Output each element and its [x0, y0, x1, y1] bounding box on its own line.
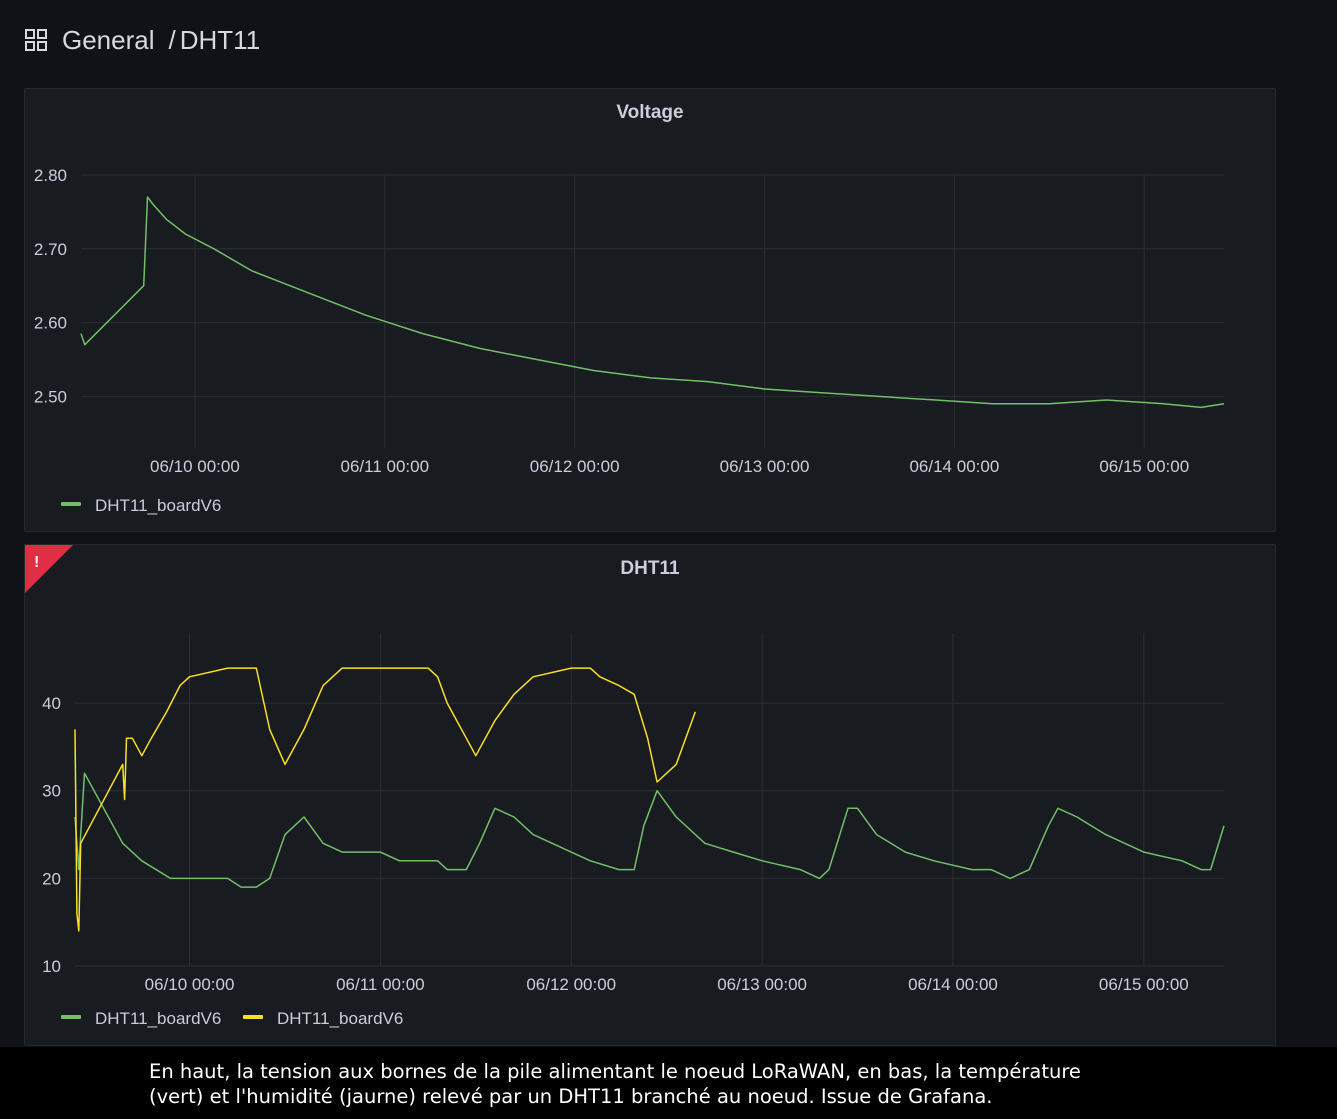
- y-tick-label: 2.50: [34, 387, 67, 406]
- x-tick-label: 06/10 00:00: [145, 975, 235, 994]
- panel-title[interactable]: DHT11: [620, 558, 680, 579]
- y-tick-label: 40: [42, 694, 61, 713]
- series-line[interactable]: [80, 196, 1225, 409]
- y-tick-label: 20: [42, 869, 61, 888]
- y-tick-label: 2.80: [34, 166, 67, 185]
- legend-swatch: [61, 1015, 81, 1019]
- y-tick-label: 2.60: [34, 314, 67, 333]
- y-tick-label: 10: [42, 957, 61, 976]
- svg-text:!: !: [34, 554, 39, 571]
- series-line[interactable]: [74, 667, 697, 932]
- voltage-chart: 06/10 00:00 06/11 00:00 06/12 00:00 06/13 0…: [34, 166, 1225, 515]
- figure-caption: En haut, la tension aux bornes de la pil…: [149, 1057, 1249, 1111]
- caption-line: (vert) et l'humidité (jaurne) relevé par…: [149, 1085, 993, 1108]
- x-tick-label: 06/13 00:00: [717, 975, 807, 994]
- legend-swatch: [61, 502, 81, 506]
- breadcrumb-separator: /: [168, 24, 176, 55]
- legend-label[interactable]: DHT11_boardV6: [95, 496, 221, 515]
- series-line[interactable]: [74, 772, 1225, 888]
- x-tick-label: 06/14 00:00: [908, 975, 998, 994]
- alert-icon[interactable]: !: [25, 545, 73, 593]
- breadcrumb: General / DHT11: [24, 22, 260, 58]
- x-tick-label: 06/15 00:00: [1099, 457, 1189, 476]
- legend-label[interactable]: DHT11_boardV6: [277, 1009, 403, 1028]
- x-tick-label: 06/15 00:00: [1099, 975, 1189, 994]
- dht11-panel[interactable]: ! DHT11 06/10 00:00 06/11 00:00 06/12 00:0…: [24, 544, 1276, 1046]
- x-tick-label: 06/10 00:00: [150, 457, 240, 476]
- legend-swatch: [243, 1015, 263, 1019]
- caption-line: En haut, la tension aux bornes de la pil…: [149, 1060, 1081, 1083]
- legend-label[interactable]: DHT11_boardV6: [95, 1009, 221, 1028]
- breadcrumb-folder[interactable]: General: [62, 24, 155, 55]
- x-tick-label: 06/11 00:00: [341, 457, 430, 476]
- x-tick-label: 06/13 00:00: [720, 457, 810, 476]
- x-tick-label: 06/12 00:00: [530, 457, 620, 476]
- x-tick-label: 06/12 00:00: [526, 975, 616, 994]
- dht11-chart: 06/10 00:00 06/11 00:00 06/12 00:00 06/13 0…: [42, 633, 1225, 1028]
- dashboard-grid-icon[interactable]: [24, 28, 48, 52]
- y-tick-label: 30: [42, 782, 61, 801]
- voltage-panel[interactable]: Voltage 06/10 00:00 06/11 00:00 06/12 00:0…: [24, 88, 1276, 532]
- y-tick-label: 2.70: [34, 240, 67, 259]
- panel-title[interactable]: Voltage: [616, 102, 684, 123]
- breadcrumb-dashboard[interactable]: DHT11: [179, 24, 261, 55]
- x-tick-label: 06/14 00:00: [909, 457, 999, 476]
- x-tick-label: 06/11 00:00: [336, 975, 425, 994]
